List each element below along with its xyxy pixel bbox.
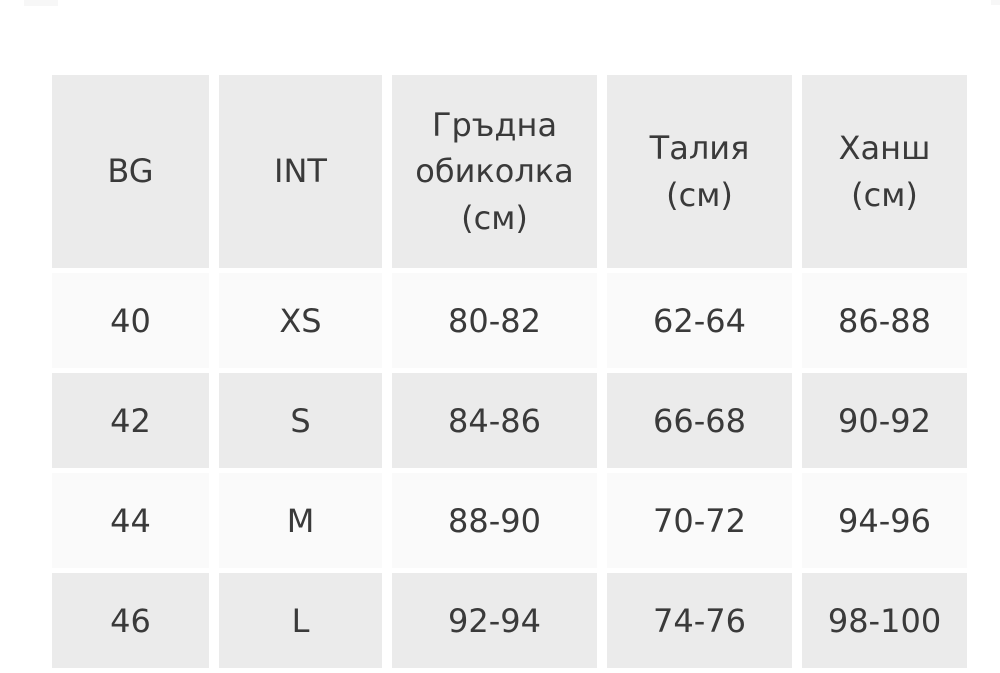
table-cell: M [219,473,382,568]
table-row-size-42: 42 S 84-86 66-68 90-92 [52,373,967,468]
size-chart-table: BG INT Гръдна обиколка (см) Талия (см) Х… [42,70,977,673]
table-cell: 80-82 [392,273,597,368]
column-header-bg: BG [52,75,209,268]
table-cell: 86-88 [802,273,967,368]
table-cell: 90-92 [802,373,967,468]
table-cell: 70-72 [607,473,792,568]
table-cell: 44 [52,473,209,568]
table-cell: XS [219,273,382,368]
cutoff-top-left-fragment [24,0,58,6]
table-row-size-44: 44 M 88-90 70-72 94-96 [52,473,967,568]
table-cell: 40 [52,273,209,368]
table-cell: 84-86 [392,373,597,468]
column-header-waist: Талия (см) [607,75,792,268]
column-header-hip: Ханш (см) [802,75,967,268]
table-row-size-40: 40 XS 80-82 62-64 86-88 [52,273,967,368]
table-cell: 62-64 [607,273,792,368]
size-chart-header-row: BG INT Гръдна обиколка (см) Талия (см) Х… [52,75,967,268]
column-header-int: INT [219,75,382,268]
cutoff-top-right-fragment [991,0,1000,5]
table-cell: 88-90 [392,473,597,568]
table-cell: S [219,373,382,468]
table-cell: 66-68 [607,373,792,468]
column-header-bust: Гръдна обиколка (см) [392,75,597,268]
table-cell: 94-96 [802,473,967,568]
table-cell: 42 [52,373,209,468]
